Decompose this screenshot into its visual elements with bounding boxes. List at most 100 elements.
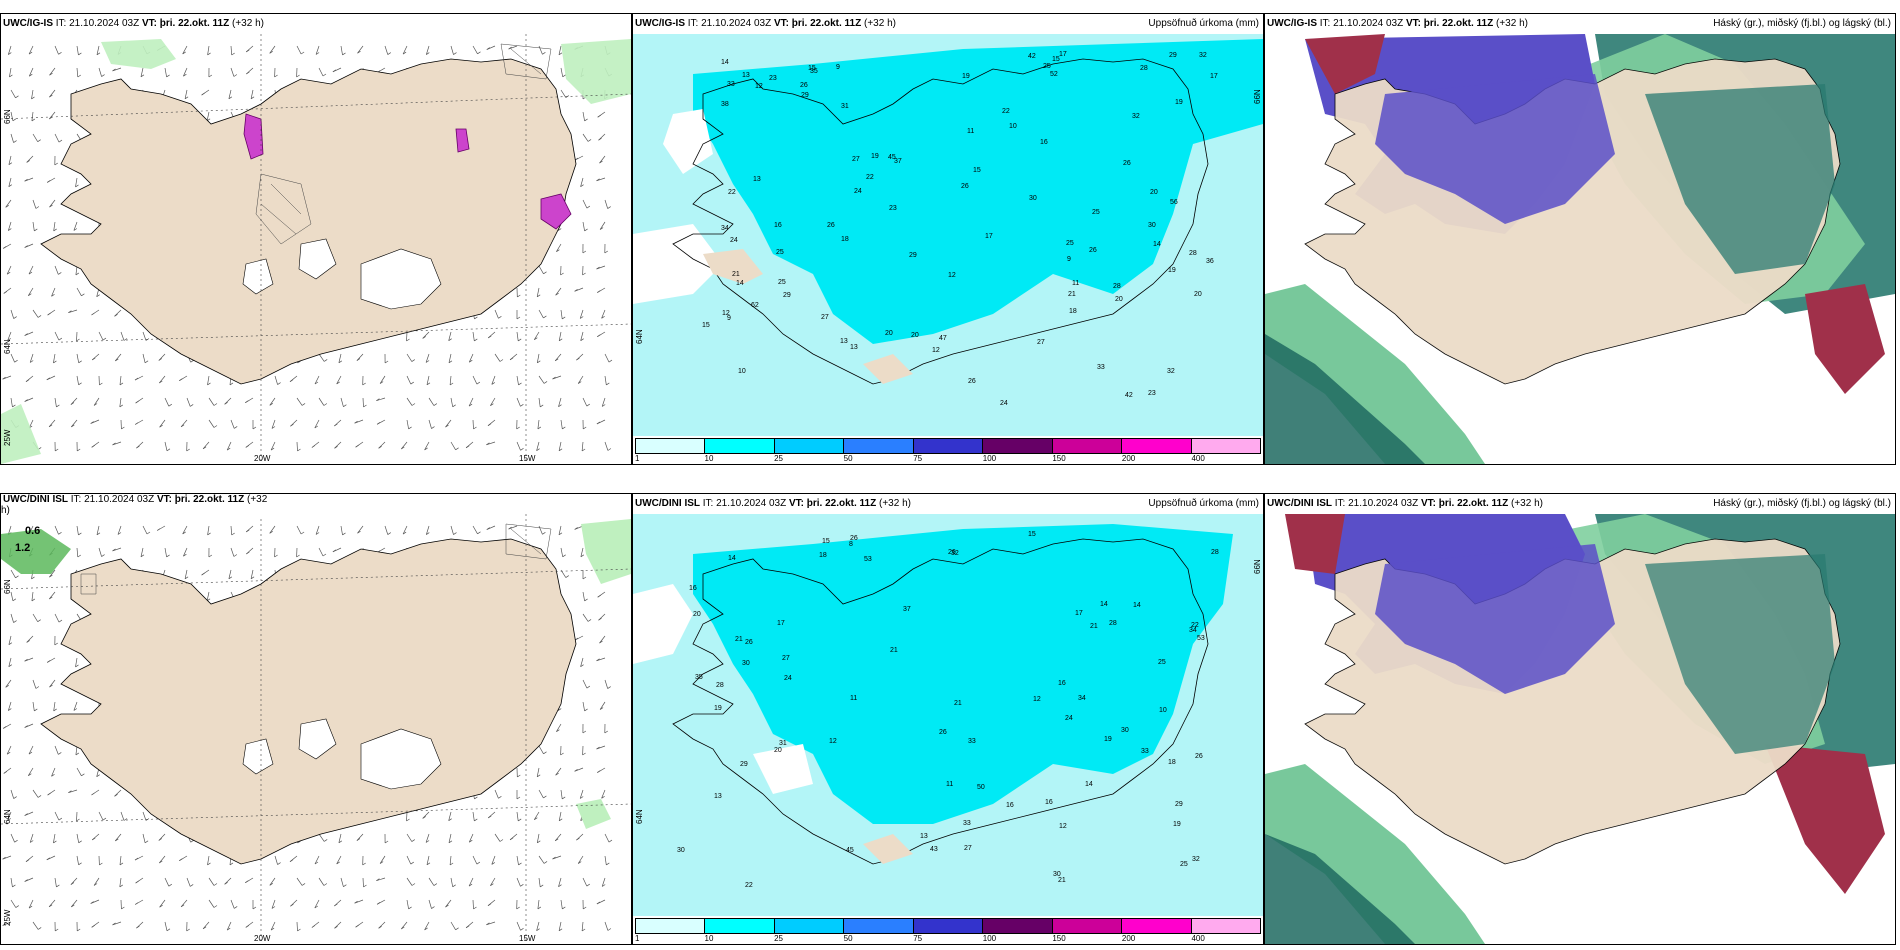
wind-barb-flag [134,377,139,381]
wind-barb-flag [433,883,438,886]
wind-barb-flag [581,928,586,932]
wind-barb-flag [558,928,563,932]
precip-value: 24 [1065,715,1073,722]
wind-barb [142,353,146,363]
precip-map[interactable]: 9 14 10 35 37 33 9 52 27 24 38 34 33 32 20 56 12 17 45 29 32… [633,34,1263,436]
precip-value: 21 [1090,623,1098,630]
wind-barb [599,155,606,164]
wind-barb [604,855,607,865]
wind-barb-flag [51,774,55,777]
wind-barb [582,397,588,407]
wind-barb-flag [455,447,459,451]
wind-barb-flag [3,726,7,729]
wind-barb-flag [411,883,416,886]
wind-barb-flag [296,554,300,558]
wind-barb [406,877,413,886]
wind-barb [96,525,100,535]
wind-barb-flag [598,617,602,621]
wind-barb-flag [491,862,495,865]
precip-value: 25 [1158,659,1166,666]
cloud-map[interactable] [1265,514,1895,944]
wind-barb [31,591,34,601]
legend-tick-label: 150 [1052,454,1066,463]
wind-barb-flag [90,421,94,424]
wind-barb [536,833,540,843]
wind-barb-flag [486,442,490,446]
wind-barb-flag [509,357,514,361]
wind-barb-flag [542,52,546,55]
wind-barb [318,877,325,886]
wind-barb-flag [518,862,522,866]
purple-cell-1 [243,113,264,160]
init-time: IT: 21.10.2024 03Z [687,18,772,29]
precip-value: 32 [1199,52,1207,59]
legend-tick-label: 400 [1191,934,1205,943]
wind-barb-flag [491,382,495,385]
wind-barb [54,265,59,275]
wind-barb [338,353,342,363]
wind-barb-flag [477,51,481,55]
legend-swatch [636,439,706,453]
wind-barb-flag [486,922,490,926]
wind-barb-flag [468,403,473,407]
init-time: IT: 21.10.2024 03Z [70,494,155,505]
precip-value: 42 [1028,53,1036,60]
wind-map[interactable]: 0.6 1.2 [1,514,631,944]
wind-barb-flag [54,162,58,166]
wind-barb-flag [28,751,33,755]
wind-barb-flag [448,360,453,364]
wind-barb-flag [608,359,613,363]
legend-colorbar [635,918,1261,934]
wind-barb-flag [376,902,381,905]
precip-value: 29 [909,252,917,259]
wind-barb-flag [322,553,327,557]
wind-barb-flag [56,404,60,408]
lon-label-20w: 20W [254,454,271,463]
wind-barb-flag [448,818,452,821]
wind-barb [426,375,430,385]
wind-barb [10,613,14,623]
contour-label-2: 1.2 [15,542,30,554]
wind-barb [601,789,606,799]
wind-barb-flag [473,906,477,910]
wind-barb-flag [112,68,116,72]
wind-barb-flag [558,404,562,407]
wind-barb-flag [520,448,524,451]
wind-map[interactable] [1,34,631,464]
wind-barb [140,67,144,77]
wind-barb-flag [343,404,347,407]
wind-barb-flag [99,862,103,866]
wind-barb-flag [31,96,35,100]
precip-value: 23 [769,75,777,82]
wind-barb [53,833,56,843]
precip-value: 18 [1168,759,1176,766]
precip-value: 31 [779,740,787,747]
wind-barb-flag [8,708,12,711]
wind-barb-flag [387,52,391,55]
wind-barb [53,353,56,363]
wind-barb-flag [96,52,101,56]
wind-barb [472,525,478,534]
wind-barb-flag [246,551,250,555]
cloud-map[interactable] [1265,34,1895,464]
precip-value: 33 [1097,364,1105,371]
wind-barb-flag [315,532,320,535]
wind-barb [516,811,519,821]
wind-barb [472,419,474,430]
legend-swatch [1122,439,1192,453]
wind-barb-flag [584,228,588,232]
wind-barb-flag [8,228,12,231]
wind-barb-flag [599,640,603,644]
wind-barb [49,591,56,600]
precip-value: 32 [1192,856,1200,863]
wind-barb [560,789,563,799]
legend-ticks: 1 10 25 50 75 100 150 200 400 [635,934,1261,944]
precip-value: 16 [1040,139,1048,146]
wind-barb [184,569,188,579]
wind-barb-flag [580,664,584,667]
wind-barb [49,111,56,120]
valid-time-label: VT: [1405,18,1421,29]
precip-map[interactable]: 29 33 14 25 37 30 53 31 33 43 32 16 34 21 33 30 29 53 25 28… [633,514,1263,916]
wind-barb-flag [37,139,41,142]
wind-barb-flag [562,426,566,430]
